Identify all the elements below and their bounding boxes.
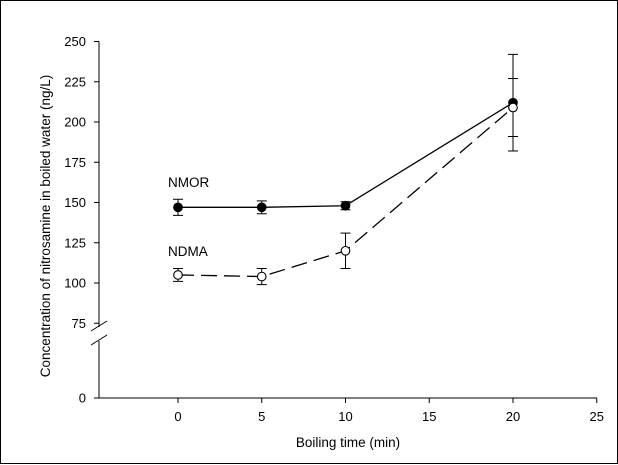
- x-tick-label: 5: [258, 409, 265, 424]
- x-tick-label: 10: [338, 409, 352, 424]
- y-tick-label: 100: [64, 276, 86, 291]
- data-point-ndma: [256, 271, 267, 282]
- series-lines: [177, 102, 514, 278]
- x-tick-label: 20: [506, 409, 520, 424]
- data-point-nmor: [173, 202, 183, 213]
- y-tick-label: 125: [64, 235, 86, 250]
- axes: [90, 41, 597, 399]
- y-tick-label: 150: [64, 195, 86, 210]
- series-line-nmor: [178, 102, 514, 208]
- data-point-nmor: [256, 202, 267, 213]
- series-label-ndma: NDMA: [168, 244, 208, 259]
- y-axis-title: Concentration of nitrosamine in boiled w…: [38, 75, 53, 377]
- y-tick-label: 175: [64, 155, 86, 170]
- y-tick-label: 225: [64, 74, 86, 89]
- y-tick-label: 200: [64, 115, 86, 130]
- data-point-ndma: [340, 245, 351, 256]
- x-tick-label: 25: [590, 409, 604, 424]
- axis-break-mark: [90, 320, 108, 332]
- data-point-ndma: [508, 102, 518, 113]
- x-tick-label: 15: [422, 409, 436, 424]
- axis-break-mark: [90, 334, 108, 346]
- points: [173, 97, 518, 282]
- x-tick-label: 0: [174, 409, 181, 424]
- y-tick-label: 0: [79, 391, 86, 406]
- series-label-nmor: NMOR: [168, 175, 209, 190]
- x-axis-title: Boiling time (min): [296, 435, 400, 450]
- y-tick-label: 75: [72, 316, 86, 331]
- series-line-ndma: [177, 107, 514, 278]
- error-bars: [173, 53, 518, 286]
- labels: Boiling time (min) Concentration of nitro…: [38, 75, 400, 450]
- y-tick-label: 250: [64, 34, 86, 49]
- ticks: 0 75 100 125 150 175 200 225 250 0 5 10 15 20 25: [64, 34, 604, 424]
- data-point-ndma: [173, 270, 183, 280]
- data-point-nmor: [340, 200, 351, 211]
